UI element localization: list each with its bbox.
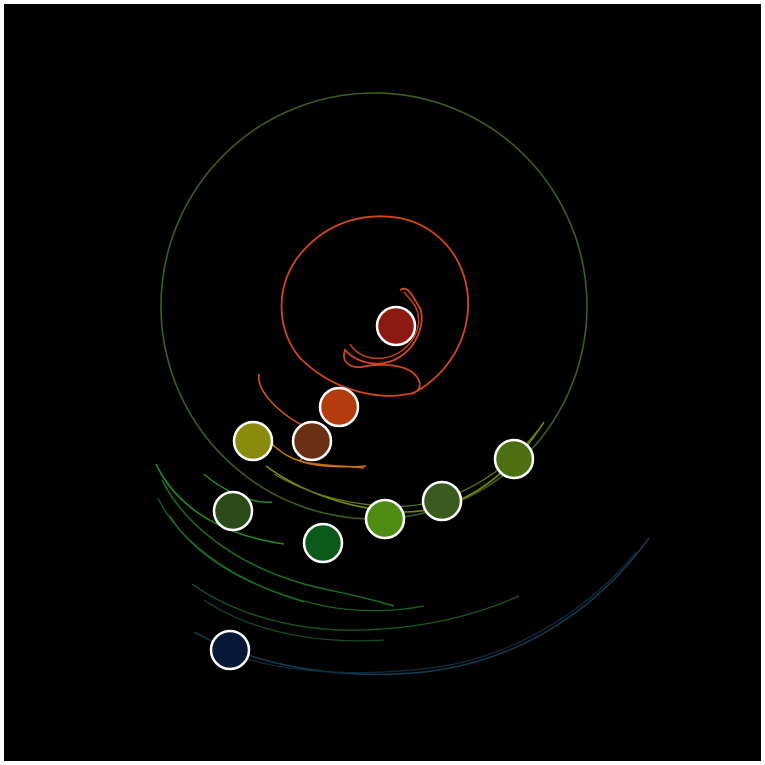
orbiting-body-6[interactable] — [212, 490, 254, 532]
orbit-trail-teal-blue — [193, 537, 650, 676]
orbit-trail-green-6 — [203, 599, 385, 642]
orbit-scene — [155, 92, 650, 676]
orbit-trails — [155, 92, 650, 676]
simulation-canvas[interactable] — [4, 4, 761, 761]
orbiting-body-9[interactable] — [302, 522, 344, 564]
orbit-trail-spiral-inner — [349, 291, 420, 360]
orbiting-body-1[interactable] — [375, 305, 417, 347]
orbit-trail-amber — [271, 443, 367, 468]
orbit-trail-green-2 — [161, 479, 395, 607]
orbit-trail-green-1 — [155, 463, 285, 545]
orbit-trail-green-7 — [169, 515, 305, 603]
orbit-trail-green-5 — [191, 583, 520, 631]
bodies — [209, 305, 535, 671]
orbiting-body-4[interactable] — [232, 420, 274, 462]
orbit-trail-spiral — [280, 215, 469, 397]
orbiting-body-7[interactable] — [421, 480, 463, 522]
orbiting-body-8[interactable] — [364, 498, 406, 540]
orbiting-body-5[interactable] — [493, 438, 535, 480]
orbiting-body-3[interactable] — [291, 420, 333, 462]
orbiting-body-10[interactable] — [209, 629, 251, 671]
orbit-trail-teal-blue-2 — [223, 551, 637, 674]
orbiting-body-2[interactable] — [318, 386, 360, 428]
